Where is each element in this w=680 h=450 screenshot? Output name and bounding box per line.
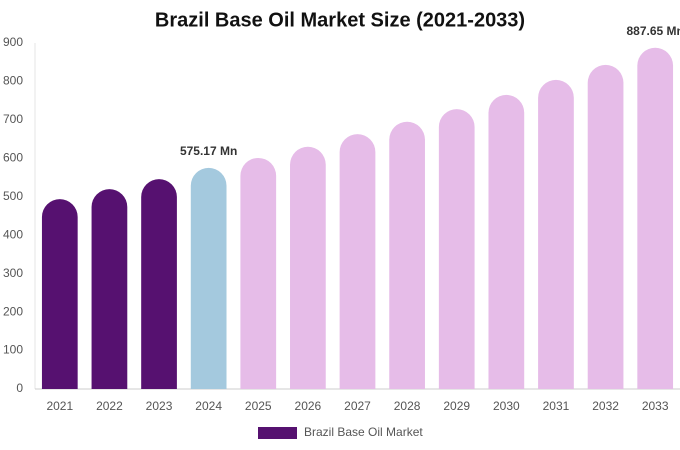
bar bbox=[91, 189, 128, 389]
legend-swatch bbox=[258, 427, 297, 439]
bar bbox=[587, 64, 624, 389]
x-tick-label: 2021 bbox=[46, 399, 73, 413]
bar bbox=[389, 121, 425, 390]
bar bbox=[240, 157, 277, 389]
x-tick-label: 2023 bbox=[146, 399, 173, 413]
bar bbox=[438, 109, 475, 389]
x-tick-label: 2024 bbox=[195, 399, 222, 413]
x-tick-label: 2029 bbox=[443, 399, 470, 413]
y-tick-label: 300 bbox=[3, 266, 23, 280]
y-tick-label: 200 bbox=[3, 304, 23, 318]
bar bbox=[637, 47, 674, 389]
x-tick-label: 2033 bbox=[642, 399, 669, 413]
bar bbox=[538, 79, 574, 389]
x-tick-label: 2028 bbox=[394, 399, 421, 413]
bar bbox=[41, 199, 78, 389]
y-tick-label: 800 bbox=[3, 74, 23, 88]
y-tick-label: 900 bbox=[3, 35, 23, 49]
bar bbox=[339, 134, 376, 389]
bar bbox=[141, 179, 177, 389]
y-tick-label: 400 bbox=[3, 227, 23, 241]
y-tick-label: 100 bbox=[3, 343, 23, 357]
y-tick-label: 0 bbox=[16, 381, 23, 395]
x-tick-label: 2022 bbox=[96, 399, 123, 413]
chart-title: Brazil Base Oil Market Size (2021-2033) bbox=[155, 9, 525, 31]
value-label: 575.17 Mn bbox=[180, 144, 237, 158]
bar bbox=[190, 167, 227, 389]
bar bbox=[488, 94, 525, 389]
x-tick-label: 2026 bbox=[295, 399, 322, 413]
x-tick-label: 2025 bbox=[245, 399, 272, 413]
x-tick-label: 2031 bbox=[543, 399, 570, 413]
bar bbox=[290, 146, 326, 389]
y-tick-label: 600 bbox=[3, 151, 23, 165]
legend-label: Brazil Base Oil Market bbox=[304, 425, 423, 439]
x-tick-label: 2027 bbox=[344, 399, 371, 413]
y-tick-label: 500 bbox=[3, 189, 23, 203]
x-tick-label: 2030 bbox=[493, 399, 520, 413]
y-tick-label: 700 bbox=[3, 112, 23, 126]
x-tick-label: 2032 bbox=[592, 399, 619, 413]
value-label: 887.65 Mn bbox=[627, 24, 680, 38]
